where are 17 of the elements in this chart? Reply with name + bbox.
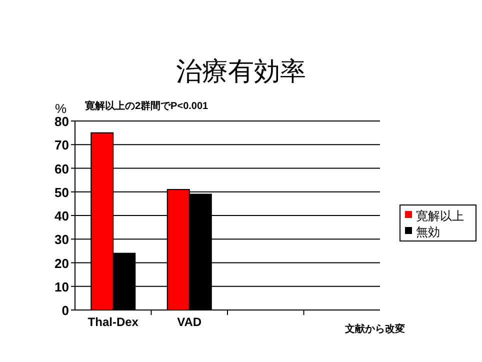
- text: 寛解以上の2群間でP<0.001: [85, 100, 209, 112]
- y-tick-label: 0: [62, 303, 69, 318]
- y-tick-label: 50: [54, 184, 69, 200]
- x-tick-label: VAD: [177, 315, 202, 329]
- y-tick-label: 40: [54, 208, 69, 224]
- x-tick-label: Thal-Dex: [88, 315, 139, 329]
- text: 文献から改変: [344, 323, 405, 335]
- y-tick-label: 80: [54, 114, 69, 129]
- y-axis-title: %: [55, 101, 67, 116]
- y-tick-label: 20: [54, 256, 69, 271]
- chart-title: 治療有効率: [176, 56, 306, 86]
- y-tick-label: 70: [54, 138, 69, 153]
- legend-label: 無効: [416, 225, 440, 239]
- y-tick-label: 60: [54, 161, 69, 176]
- y-tick-label: 10: [54, 279, 69, 294]
- y-tick-label: 30: [54, 232, 69, 248]
- legend-label: 寛解以上: [416, 209, 464, 223]
